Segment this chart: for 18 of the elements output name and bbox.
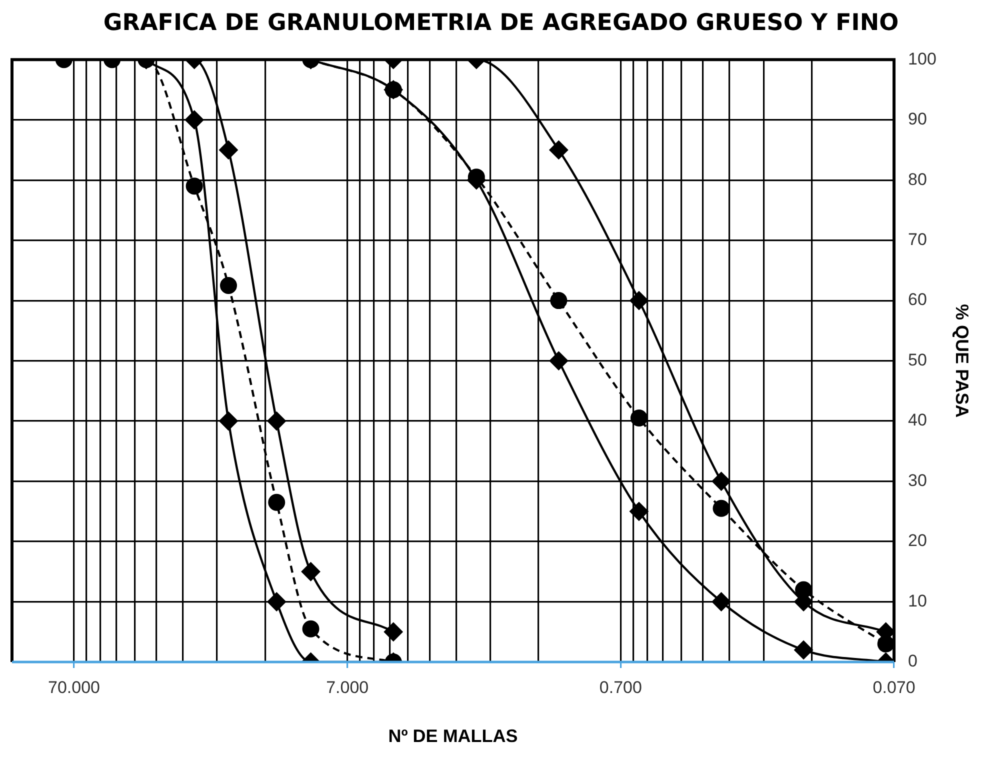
y-tick-label: 90	[908, 110, 927, 129]
y-tick-label: 10	[908, 591, 927, 610]
y-tick-label: 20	[908, 531, 927, 550]
y-tick-label: 30	[908, 470, 927, 490]
y-tick-label: 50	[908, 350, 927, 370]
x-tick-label: 70.000	[48, 678, 100, 697]
y-tick-label: 80	[908, 170, 927, 189]
y-tick-label: 0	[908, 652, 918, 671]
x-tick-label: 0.700	[599, 678, 642, 697]
y-tick-label: 60	[908, 290, 927, 310]
x-tick-label: 0.070	[872, 678, 916, 697]
x-axis-title: Nº DE MALLAS	[388, 726, 518, 746]
y-tick-label: 70	[908, 230, 927, 250]
x-tick-label: 7.000	[326, 678, 369, 697]
y-tick-label: 40	[908, 410, 927, 430]
y-axis-title: % QUE PASA	[952, 304, 972, 418]
y-tick-label: 100	[908, 49, 936, 68]
chart-title: GRAFICA DE GRANULOMETRIA DE AGREGADO GRUESO Y FINO	[103, 10, 899, 36]
